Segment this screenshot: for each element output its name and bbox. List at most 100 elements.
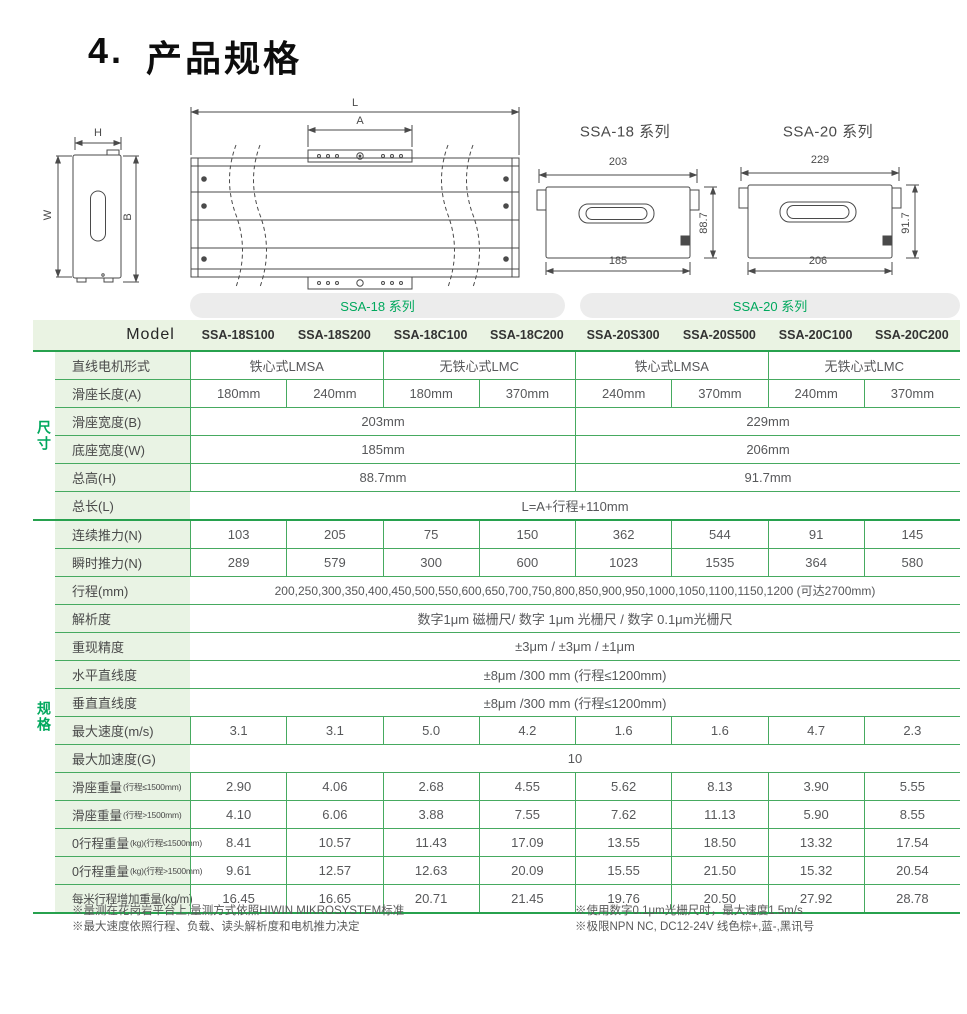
dim-label-w: W: [42, 209, 54, 221]
spec-cell: 240mm: [575, 380, 671, 407]
spec-cell: 5.55: [863, 773, 960, 800]
table-row: 总长(L) L=A+行程+110mm: [55, 492, 960, 519]
spec-cell: 206mm: [575, 436, 960, 463]
model-header-ssa-18s100: SSA-18S100: [201, 328, 275, 342]
row-label-text: 垂直直线度: [72, 696, 138, 711]
spec-cell: 91: [767, 521, 864, 548]
spec-cell: 13.55: [575, 829, 671, 856]
row-label-text: 行程(mm): [72, 584, 129, 599]
spec-cell: 7.55: [478, 801, 575, 828]
row-label: 底座宽度(W): [55, 436, 190, 463]
row-label-text: 水平直线度: [72, 668, 138, 683]
model-header-label: Model: [126, 326, 175, 343]
model-header-ssa-18c100: SSA-18C100: [393, 328, 468, 342]
spec-cell: 150: [478, 521, 575, 548]
spec-cell: 75: [382, 521, 479, 548]
row-label: 总高(H): [55, 464, 190, 491]
table-row: 0行程重量 (kg)(行程>1500mm) 9.61 12.57 12.63 20.09 1…: [55, 857, 960, 885]
model-header-row: Model SSA-18S100 SSA-18S200 SSA-18C100 SSA-…: [33, 320, 960, 352]
model-header-ssa-20s500: SSA-20S500: [682, 328, 756, 342]
table-section: 规格 连续推力(N) 103 205 75 150 362 544 91 145 瞬时推力(N) 28…: [33, 521, 960, 914]
dim-label-88-7: 88.7: [698, 212, 710, 234]
table-row: 最大加速度(G) 10: [55, 745, 960, 773]
table-row: 解析度 数字1μm 磁栅尺/ 数字 1μm 光栅尺 / 数字 0.1μm光栅尺: [55, 605, 960, 633]
spec-cell: 无铁心式LMC: [767, 352, 961, 379]
row-label-text: 每米行程增加重量(kg/m): [72, 893, 193, 906]
spec-cell: 20.54: [863, 857, 960, 884]
dim-label-b: B: [122, 213, 134, 221]
spec-cell: 20.09: [478, 857, 575, 884]
row-label-text: 底座宽度(W): [72, 443, 145, 458]
spec-cell: 5.0: [382, 717, 479, 744]
footnotes-left: ※量测在花岗岩平台上,量测方式依照HIWIN MIKROSYSTEM标准 ※最大…: [72, 903, 404, 935]
row-label-text: 总长(L): [72, 499, 114, 514]
table-row: 滑座宽度(B) 203mm 229mm: [55, 408, 960, 436]
row-label-text: 滑座重量: [72, 781, 123, 795]
spec-cell: 289: [190, 549, 286, 576]
spec-cell: 7.62: [575, 801, 671, 828]
row-label: 滑座重量 (行程>1500mm): [55, 801, 190, 828]
row-label: 连续推力(N): [55, 521, 190, 548]
spec-cell: 4.2: [478, 717, 575, 744]
row-label: 行程(mm): [55, 577, 190, 604]
table-row: 每米行程增加重量(kg/m) 16.45 16.65 20.71 21.45 19.76 2…: [55, 885, 960, 912]
spec-cell: 数字1μm 磁栅尺/ 数字 1μm 光栅尺 / 数字 0.1μm光栅尺: [417, 612, 733, 627]
spec-cell: 88.7mm: [190, 464, 575, 491]
dim-label-a: A: [356, 115, 364, 127]
footnote-line: ※极限NPN NC, DC12-24V 线色棕+,蓝-,黑讯号: [575, 921, 815, 933]
table-row: 行程(mm) 200,250,300,350,400,450,500,550,60…: [55, 577, 960, 605]
row-label: 0行程重量 (kg)(行程≤1500mm): [55, 829, 202, 856]
spec-cell: 1.6: [671, 717, 767, 744]
spec-cell: 16.65: [286, 885, 382, 912]
spec-cell: 21.45: [478, 885, 575, 912]
table-row: 瞬时推力(N) 289 579 300 600 1023 1535 364 580: [55, 549, 960, 577]
section-label: 规格: [36, 700, 52, 733]
spec-cell: 229mm: [575, 408, 960, 435]
spec-cell: 12.63: [382, 857, 479, 884]
row-label-text: 瞬时推力(N): [72, 556, 143, 571]
table-row: 垂直直线度 ±8μm /300 mm (行程≤1200mm): [55, 689, 960, 717]
table-row: 最大速度(m/s) 3.1 3.1 5.0 4.2 1.6 1.6 4.7 2.3: [55, 717, 960, 745]
model-header-ssa-18c200: SSA-18C200: [490, 328, 564, 342]
spec-table: Model SSA-18S100 SSA-18S200 SSA-18C100 SSA-…: [33, 320, 960, 914]
page-title-number: 4.: [88, 30, 125, 71]
spec-cell: 28.78: [863, 885, 960, 912]
spec-cell: ±3μm / ±3μm / ±1μm: [515, 639, 635, 654]
section-rows: 直线电机形式 铁心式LMSA 无铁心式LMC 铁心式LMSA 无铁心式LMC 滑座长度(A…: [55, 352, 960, 519]
table-row: 滑座长度(A) 180mm 240mm 180mm 370mm 240mm 370mm 240…: [55, 380, 960, 408]
spec-cell: 20.50: [671, 885, 767, 912]
table-section: 尺寸 直线电机形式 铁心式LMSA 无铁心式LMC 铁心式LMSA 无铁心式LMC 滑座长度…: [33, 352, 960, 521]
spec-cell: 17.54: [863, 829, 960, 856]
row-label: 解析度: [55, 605, 190, 632]
row-label-small-text: (kg)(行程>1500mm): [129, 865, 203, 876]
spec-cell: 12.57: [286, 857, 382, 884]
table-row: 滑座重量 (行程>1500mm) 4.10 6.06 3.88 7.55 7.62 11.13…: [55, 801, 960, 829]
spec-cell: 580: [863, 549, 960, 576]
table-row: 连续推力(N) 103 205 75 150 362 544 91 145: [55, 521, 960, 549]
spec-cell: 3.90: [767, 773, 864, 800]
row-label-text: 解析度: [72, 612, 112, 627]
technical-drawings: H W B L A SSA-18 系列 203 88.7 185 SSA-20 …: [0, 95, 967, 295]
model-header-ssa-20c100: SSA-20C100: [778, 328, 853, 342]
dim-label-206: 206: [808, 255, 828, 267]
row-label: 瞬时推力(N): [55, 549, 190, 576]
model-header-ssa-20s300: SSA-20S300: [586, 328, 660, 342]
view-title-ssa18: SSA-18 系列: [579, 123, 671, 141]
row-label: 总长(L): [55, 492, 190, 519]
spec-cell: 铁心式LMSA: [575, 352, 768, 379]
spec-cell: 370mm: [863, 380, 960, 407]
page-title-text: 产品规格: [146, 38, 303, 79]
dim-label-229: 229: [810, 154, 830, 166]
spec-cell: 2.3: [863, 717, 960, 744]
spec-cell: 240mm: [767, 380, 864, 407]
spec-cell: 240mm: [286, 380, 382, 407]
spec-cell: 1535: [671, 549, 767, 576]
series-pill-ssa20: SSA-20 系列: [580, 293, 960, 318]
spec-cell: 18.50: [671, 829, 767, 856]
row-label: 水平直线度: [55, 661, 190, 688]
spec-cell: 370mm: [671, 380, 767, 407]
spec-cell: 20.71: [382, 885, 479, 912]
spec-cell: 5.62: [575, 773, 671, 800]
row-label: 滑座长度(A): [55, 380, 190, 407]
row-label: 垂直直线度: [55, 689, 190, 716]
